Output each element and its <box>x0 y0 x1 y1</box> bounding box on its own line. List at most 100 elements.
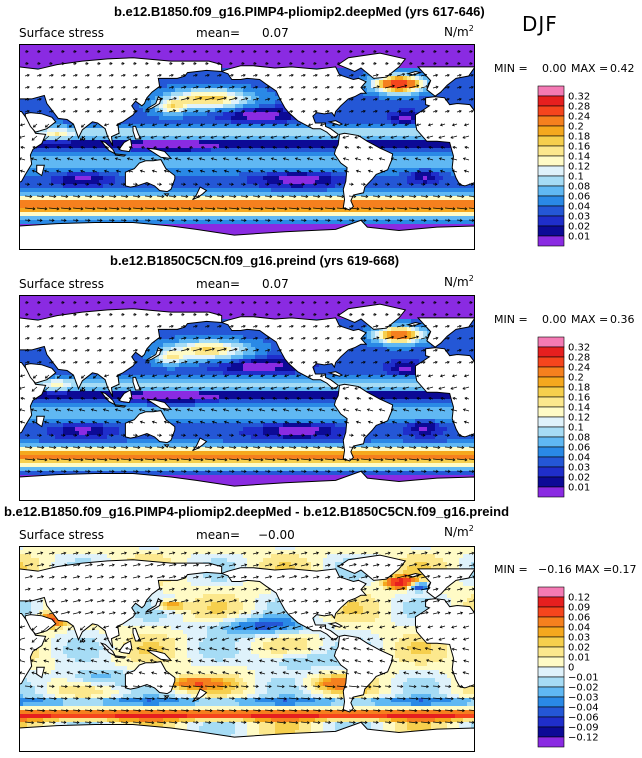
colorbar-level-label: 0.24 <box>568 112 590 123</box>
colorbar-level-label: 0.1 <box>568 423 584 434</box>
colorbar-level-label: 0.18 <box>568 383 590 394</box>
colorbar-swatch <box>537 185 565 197</box>
coastlines <box>19 52 475 250</box>
colorbar-level-label: 0.12 <box>568 593 590 604</box>
colorbar-level-label: 0.03 <box>568 633 590 644</box>
colorbar-swatch <box>537 125 565 137</box>
panel-1-min-value: 0.00 <box>542 62 567 75</box>
panel-3-min-label: MIN = <box>494 563 528 576</box>
colorbar-swatch <box>537 215 565 227</box>
colorbar-level-label: 0.03 <box>568 212 590 223</box>
colorbar-level-label: 0.02 <box>568 643 590 654</box>
colorbar-level-label: 0.02 <box>568 222 590 233</box>
colorbar-swatch <box>537 436 565 448</box>
colorbar-swatch <box>537 616 565 628</box>
colorbar-level-label: 0.04 <box>568 202 590 213</box>
map-frame <box>19 44 475 250</box>
colorbar-level-label: 0.01 <box>568 483 590 494</box>
colorbar-level-label: 0.14 <box>568 403 590 414</box>
colorbar-level-label: 0.1 <box>568 172 584 183</box>
colorbar-level-label: 0.06 <box>568 192 590 203</box>
colorbar-swatch <box>537 175 565 187</box>
colorbar-swatch <box>537 336 565 348</box>
colorbar-level-label: 0.32 <box>568 92 590 103</box>
colorbar-level-label: 0.2 <box>568 373 584 384</box>
colorbar-swatch <box>537 736 565 748</box>
colorbar-level-label: 0.04 <box>568 453 590 464</box>
panel-3-difference-map <box>19 546 475 752</box>
coastlines <box>19 554 475 752</box>
colorbar-swatch <box>537 646 565 658</box>
colorbar-swatch <box>537 346 565 358</box>
colorbar-swatch <box>537 95 565 107</box>
panel-2-max-value: 0.36 <box>610 313 635 326</box>
colorbar-swatch <box>537 165 565 177</box>
colorbar-level-label: 0 <box>568 663 574 674</box>
colorbar-level-label: 0.28 <box>568 102 590 113</box>
panel-3-max-label: MAX = <box>575 563 612 576</box>
panel-1-stress-map <box>19 44 475 250</box>
colorbar-level-label: 0.08 <box>568 182 590 193</box>
panel-3-mean-value: −0.00 <box>258 528 295 542</box>
colorbar-swatch <box>537 606 565 618</box>
colorbar-swatch <box>537 456 565 468</box>
colorbar-level-label: 0.12 <box>568 413 590 424</box>
colorbar-level-label: −0.03 <box>568 693 599 704</box>
colorbar-swatch <box>537 706 565 718</box>
wind-stress-vectors <box>19 301 475 473</box>
colorbar-level-label: −0.04 <box>568 703 599 714</box>
panel-1-title: b.e12.B1850.f09_g16.PIMP4-pliomip2.deepM… <box>114 4 485 19</box>
colorbar-swatch <box>537 686 565 698</box>
colorbar-swatch <box>537 85 565 97</box>
colorbar-swatch <box>537 225 565 237</box>
colorbar-level-label: 0.16 <box>568 142 590 153</box>
map-frame <box>19 295 475 501</box>
colorbar-swatch <box>537 636 565 648</box>
wind-stress-vectors <box>19 551 475 725</box>
panel-3-units: N/m2 <box>444 524 474 539</box>
colorbar-level-label: 0.12 <box>568 162 590 173</box>
colorbar-swatch <box>537 426 565 438</box>
colorbar-level-label: 0.06 <box>568 443 590 454</box>
colorbar-level-label: −0.12 <box>568 733 599 744</box>
panel-2-min-value: 0.00 <box>542 313 567 326</box>
colorbar-level-label: 0.08 <box>568 433 590 444</box>
colorbar-swatch <box>537 145 565 157</box>
colorbar-level-label: 0.32 <box>568 343 590 354</box>
colorbar-swatch <box>537 586 565 598</box>
colorbar-level-label: −0.01 <box>568 673 599 684</box>
colorbar-swatch <box>537 416 565 428</box>
colorbar-level-label: 0.06 <box>568 613 590 624</box>
colorbar-swatch <box>537 466 565 478</box>
colorbar-swatch <box>537 406 565 418</box>
colorbar-swatch <box>537 486 565 498</box>
panel-1-min-label: MIN = <box>494 62 528 75</box>
map-frame <box>19 546 475 752</box>
panel-2-mean-value: 0.07 <box>262 277 289 291</box>
colorbar-swatch <box>537 666 565 678</box>
panel-2-units: N/m2 <box>444 274 474 289</box>
panel-2-mean-label: mean= <box>196 277 240 291</box>
colorbar-swatch <box>537 356 565 368</box>
panel-3-max-value: 0.17 <box>612 563 637 576</box>
panel-1-max-label: MAX = <box>571 62 608 75</box>
panel-1-units: N/m2 <box>444 24 474 39</box>
colorbar-level-label: 0.18 <box>568 132 590 143</box>
colorbar-swatch <box>537 626 565 638</box>
colorbar-swatch <box>537 235 565 247</box>
panel-1-mean-value: 0.07 <box>262 26 289 40</box>
colorbar-level-label: 0.02 <box>568 473 590 484</box>
colorbar-level-label: 0.09 <box>568 603 590 614</box>
colorbar-swatch <box>537 135 565 147</box>
colorbar-swatch <box>537 205 565 217</box>
colorbar-swatch <box>537 596 565 608</box>
panel-2-title: b.e12.B1850C5CN.f09_g16.preind (yrs 619-… <box>110 253 399 268</box>
panel-1-mean-label: mean= <box>196 26 240 40</box>
season-label: DJF <box>522 12 558 36</box>
colorbar-level-label: 0.28 <box>568 353 590 364</box>
panel-2-colorbar: 0.320.280.240.20.180.160.140.120.10.080.… <box>537 336 590 498</box>
panel-3-title: b.e12.B1850.f09_g16.PIMP4-pliomip2.deepM… <box>4 504 509 519</box>
colorbar-level-label: 0.03 <box>568 463 590 474</box>
panel-3-mean-label: mean= <box>196 528 240 542</box>
colorbar-swatch <box>537 656 565 668</box>
